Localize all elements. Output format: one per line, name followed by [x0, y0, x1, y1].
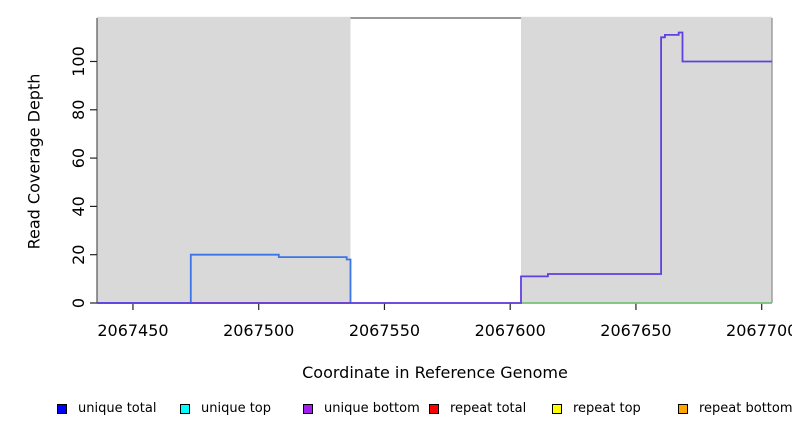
legend-item-repeat-top: repeat top	[552, 399, 641, 419]
legend-item-unique-top: unique top	[180, 399, 271, 419]
shaded-region	[97, 16, 351, 304]
shaded-region	[521, 16, 772, 304]
legend-label: unique bottom	[324, 401, 420, 416]
x-tick-label: 2067550	[349, 321, 420, 340]
y-tick-label: 0	[69, 298, 88, 308]
x-axis-title: Coordinate in Reference Genome	[302, 363, 568, 382]
y-axis-title: Read Coverage Depth	[24, 73, 44, 250]
legend-label: repeat top	[573, 401, 641, 416]
unique-top-swatch-icon	[180, 404, 190, 414]
repeat-top-swatch-icon	[552, 404, 562, 414]
series-line-unique-bottom-steps	[97, 31, 772, 304]
x-tick-label: 2067450	[97, 321, 168, 340]
series-line-unique-total-steps	[97, 253, 352, 304]
y-tick-label: 20	[69, 245, 88, 265]
x-tick-label: 2067600	[475, 321, 546, 340]
legend-label: repeat bottom	[699, 401, 792, 416]
y-tick-label: 40	[69, 196, 88, 216]
repeat-total-swatch-icon	[429, 404, 439, 414]
repeat-bottom-swatch-icon	[678, 404, 688, 414]
legend-label: unique top	[201, 401, 272, 416]
x-tick-label: 2067500	[223, 321, 294, 340]
legend-item-repeat-bottom: repeat bottom	[678, 399, 792, 419]
y-tick-label: 100	[69, 46, 88, 77]
unique-bottom-swatch-icon	[303, 404, 313, 414]
x-tick-label: 2067650	[600, 321, 671, 340]
legend: unique total unique top unique bottom re…	[0, 399, 792, 421]
y-tick-label: 60	[69, 148, 88, 168]
legend-item-repeat-total: repeat total	[429, 399, 526, 419]
unique-total-swatch-icon	[57, 404, 67, 414]
legend-item-unique-bottom: unique bottom	[303, 399, 420, 419]
x-tick-label: 2067700	[726, 321, 792, 340]
legend-item-unique-total: unique total	[57, 399, 156, 419]
legend-label: repeat total	[450, 401, 527, 416]
y-tick-label: 80	[69, 100, 88, 120]
legend-label: unique total	[78, 401, 157, 416]
